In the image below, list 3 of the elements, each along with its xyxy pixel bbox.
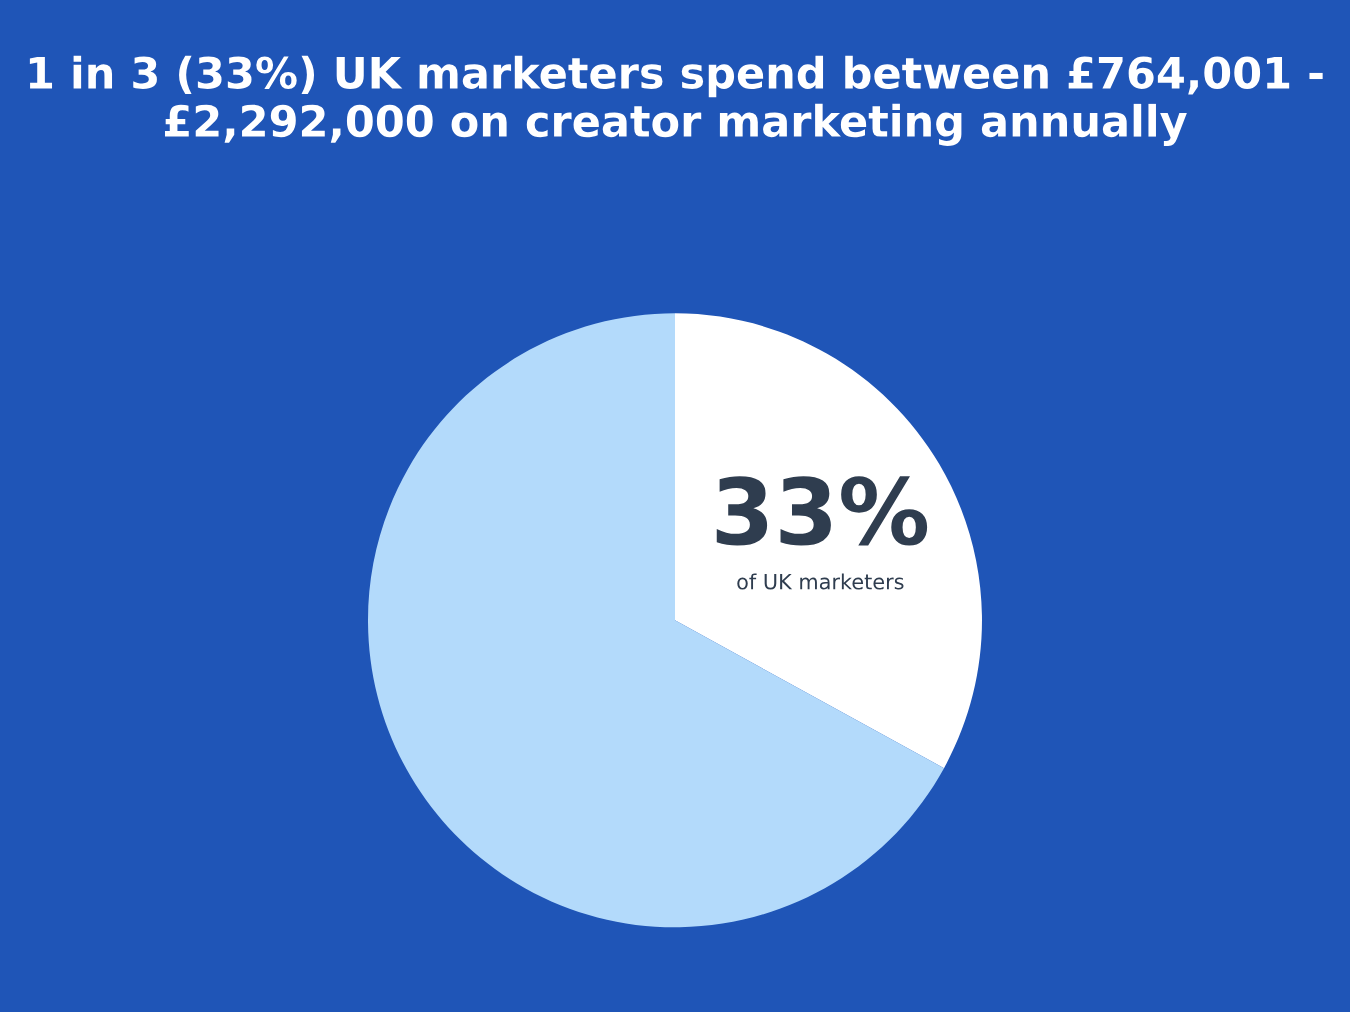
chart-title: 1 in 3 (33%) UK marketers spend between £764,001 - £2,292,000 on creator marketing annually [29, 55, 1323, 146]
slice-label: of UK marketers [737, 573, 904, 590]
data-label: 33% [716, 476, 928, 546]
